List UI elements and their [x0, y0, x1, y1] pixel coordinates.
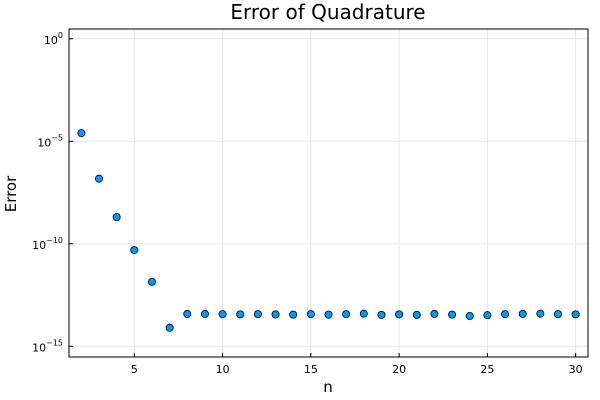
data-point — [465, 311, 474, 320]
x-tick-label: 30 — [569, 363, 583, 376]
x-tick-label: 25 — [480, 363, 494, 376]
data-point — [77, 129, 86, 138]
data-point — [306, 310, 315, 319]
data-point — [236, 310, 245, 319]
data-points — [77, 129, 580, 332]
y-tick-label: 10−15 — [32, 338, 63, 354]
data-point — [147, 277, 156, 286]
chart-title: Error of Quadrature — [230, 0, 425, 24]
data-point — [130, 245, 139, 254]
y-axis-label: Error — [2, 175, 20, 212]
data-point — [536, 309, 545, 318]
data-point — [377, 310, 386, 319]
data-point — [501, 310, 510, 319]
y-tick-label: 100 — [44, 31, 63, 47]
data-point — [483, 311, 492, 320]
data-point — [165, 323, 174, 332]
x-axis-label: n — [323, 378, 333, 396]
data-point — [412, 310, 421, 319]
x-axis-ticks: 5 10 15 20 25 30 — [131, 353, 583, 376]
data-point — [324, 310, 333, 319]
data-point — [271, 310, 280, 319]
data-point — [200, 309, 209, 318]
data-point — [342, 310, 351, 319]
y-tick-label: 10−10 — [32, 236, 63, 252]
data-point — [518, 309, 527, 318]
data-point — [183, 309, 192, 318]
y-tick-label: 10−5 — [37, 133, 63, 149]
data-point — [571, 310, 580, 319]
x-tick-label: 10 — [216, 363, 230, 376]
data-point — [553, 310, 562, 319]
data-point — [253, 310, 262, 319]
data-point — [359, 309, 368, 318]
x-tick-label: 5 — [131, 363, 138, 376]
data-point — [218, 310, 227, 319]
x-tick-label: 20 — [392, 363, 406, 376]
data-point — [112, 213, 121, 222]
plot-frame — [68, 28, 589, 358]
y-axis-ticks: 100 10−5 10−10 10−15 — [32, 31, 73, 354]
x-tick-label: 15 — [304, 363, 318, 376]
data-point — [430, 309, 439, 318]
data-point — [289, 310, 298, 319]
data-point — [448, 310, 457, 319]
data-point — [95, 174, 104, 183]
grid — [68, 29, 588, 358]
data-point — [395, 310, 404, 319]
